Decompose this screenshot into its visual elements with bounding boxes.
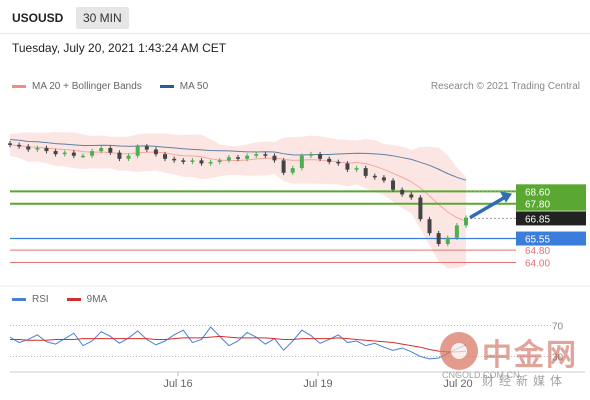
- rsi-9ma-line: [10, 335, 467, 353]
- price-level-label: 67.80: [525, 200, 550, 211]
- candle-body: [53, 151, 58, 155]
- rsi-tick-label: 30: [552, 353, 564, 364]
- candle-body: [245, 155, 250, 159]
- candle-body: [436, 233, 441, 244]
- legend-ma50-swatch: [159, 85, 174, 88]
- candle-body: [290, 168, 295, 173]
- candle-body: [381, 177, 386, 181]
- candle-body: [26, 146, 31, 150]
- candle-body: [254, 154, 259, 156]
- candle-body: [71, 152, 76, 156]
- candle-body: [427, 219, 432, 234]
- legend-9ma: 9MA: [66, 294, 108, 305]
- watermark-domain: CNGOLD.COM.CN: [442, 370, 520, 380]
- candle-body: [62, 152, 67, 155]
- candle-body: [208, 161, 213, 164]
- watermark-cn-text: 中金网: [482, 338, 578, 373]
- forecast-arrow: [469, 195, 507, 220]
- candle-body: [363, 168, 368, 176]
- candle-body: [391, 180, 396, 190]
- candle-body: [263, 154, 268, 156]
- candle-body: [190, 160, 195, 162]
- rsi-legend: RSI 9MA: [12, 294, 125, 305]
- candle-body: [181, 160, 186, 162]
- price-legend: MA 20 + Bollinger Bands MA 50: [12, 81, 226, 92]
- candle-body: [418, 197, 423, 220]
- candle-body: [80, 155, 85, 158]
- candle-body: [90, 151, 95, 156]
- candle-body: [108, 147, 113, 153]
- header-divider: [0, 33, 590, 34]
- candle-body: [445, 237, 450, 244]
- candle-body: [464, 217, 468, 226]
- candle-body: [354, 168, 359, 170]
- legend-9ma-label: 9MA: [86, 294, 108, 305]
- candle-body: [272, 155, 277, 161]
- legend-ma20: MA 20 + Bollinger Bands: [12, 81, 142, 92]
- candle-body: [99, 147, 104, 152]
- forecast-arrowhead: [500, 191, 512, 203]
- legend-ma50-label: MA 50: [179, 81, 209, 92]
- candle-body: [409, 194, 414, 198]
- candle-body: [372, 175, 377, 178]
- candle-body: [163, 154, 168, 159]
- resistance-label-block: [516, 184, 586, 211]
- watermark-subtitle: 财经新媒体: [482, 374, 568, 388]
- candle-body: [327, 158, 332, 162]
- candle-body: [217, 160, 222, 162]
- x-tick-label: Jul 16: [163, 378, 192, 390]
- candle-body: [318, 154, 323, 159]
- rsi-tick-label: 70: [552, 322, 564, 333]
- candle-body: [17, 144, 22, 147]
- price-level-label: 64.80: [525, 246, 550, 257]
- price-level-label: 66.85: [525, 214, 550, 225]
- price-level-label: 65.55: [525, 235, 550, 246]
- legend-rsi-label: RSI: [32, 294, 49, 305]
- x-tick-label: Jul 20: [443, 378, 472, 390]
- legend-rsi-swatch: [12, 298, 26, 301]
- candle-body: [281, 160, 286, 173]
- top-bar: USOUSD 30 MIN: [0, 0, 590, 34]
- timestamp: Tuesday, July 20, 2021 1:43:24 AM CET: [12, 41, 227, 55]
- candle-body: [8, 143, 12, 145]
- interval-button[interactable]: 30 MIN: [76, 7, 129, 29]
- x-tick-label: Jul 19: [303, 378, 332, 390]
- candle-body: [35, 147, 40, 150]
- candle-body: [117, 152, 122, 159]
- candle-body: [126, 155, 131, 159]
- last-price-label-bg: [516, 211, 586, 226]
- ma50-line: [9, 138, 467, 181]
- candle-body: [345, 163, 350, 170]
- candle-body: [226, 157, 231, 161]
- candle-body: [172, 158, 177, 161]
- candle-body: [400, 189, 405, 195]
- symbol-label[interactable]: USOUSD: [12, 11, 64, 25]
- legend-ma20-label: MA 20 + Bollinger Bands: [32, 81, 142, 92]
- candle-body: [199, 160, 204, 164]
- candle-body: [144, 146, 149, 150]
- candle-body: [299, 155, 304, 169]
- price-level-label: 64.00: [525, 259, 550, 270]
- price-level-label: 68.60: [525, 187, 550, 198]
- candle-body: [236, 157, 240, 159]
- candle-body: [308, 154, 313, 156]
- candle-body: [336, 161, 341, 164]
- credit-text: Research © 2021 Trading Central: [430, 81, 580, 92]
- bollinger-band: [10, 132, 466, 269]
- candle-body: [44, 147, 49, 152]
- cngold-watermark: 中金网 CNGOLD.COM.CN 财经新媒体: [438, 326, 588, 392]
- cngold-logo: [440, 332, 478, 370]
- candle-body: [153, 149, 158, 155]
- candle-body: [454, 225, 459, 238]
- candle-body: [135, 146, 140, 156]
- rsi-line: [9, 326, 467, 360]
- legend-ma50: MA 50: [159, 81, 209, 92]
- legend-9ma-swatch: [66, 298, 81, 301]
- legend-rsi: RSI: [12, 294, 49, 305]
- pivot-label-bg: [516, 231, 586, 246]
- legend-ma20-swatch: [12, 85, 26, 88]
